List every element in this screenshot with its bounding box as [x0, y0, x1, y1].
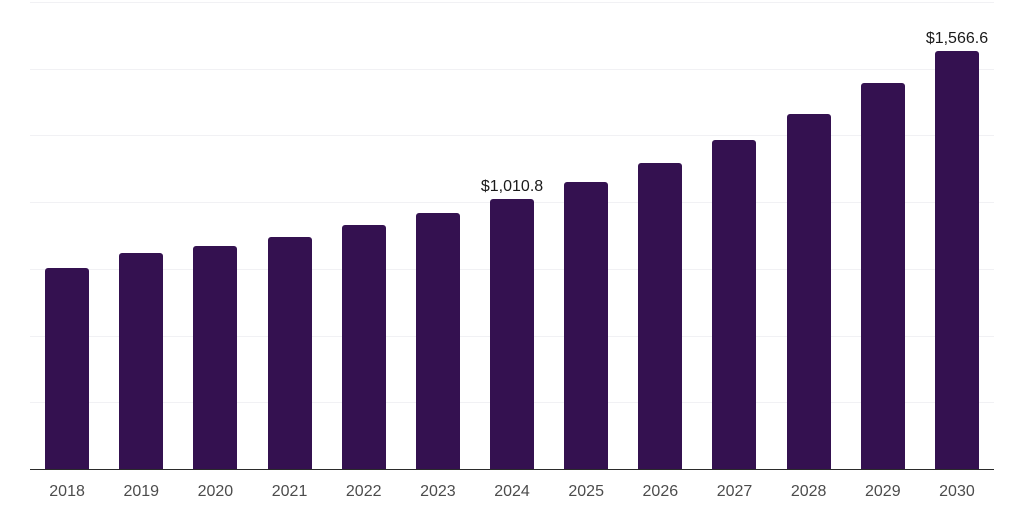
- x-tick-label-2018: 2018: [49, 483, 85, 500]
- bar-2026: [638, 162, 683, 469]
- bar-slot-2026: [623, 0, 697, 469]
- bar-slot-2018: [30, 0, 104, 469]
- bar-value-label-2030: $1,566.6: [925, 29, 989, 47]
- x-tick-label-2022: 2022: [345, 483, 382, 500]
- bar-2019: [119, 252, 164, 469]
- bar-2030: $1,566.6: [926, 30, 988, 469]
- x-tick-label-2023: 2023: [420, 483, 456, 500]
- gridline: [30, 1, 994, 3]
- x-tick-label-2028: 2028: [790, 483, 827, 500]
- bar-slot-2022: [327, 0, 401, 469]
- gridline: [30, 68, 994, 70]
- bar-slot-2028: [772, 0, 846, 469]
- bar-slot-2025: [549, 0, 623, 469]
- x-tick-label-2019: 2019: [123, 483, 160, 500]
- bar-2029: [860, 83, 905, 469]
- bar-slot-2023: [401, 0, 475, 469]
- x-axis-tick-labels: 2018 2019 2020 2021 2022 2023 2024 2025 2026 2027…: [30, 470, 994, 500]
- bar-slot-2029: [846, 0, 920, 469]
- bar-2024: $1,010.8: [481, 179, 543, 469]
- bar-slot-2027: [697, 0, 771, 469]
- bar-slot-2030: $1,566.6: [920, 0, 994, 469]
- bar-2025: [564, 182, 609, 469]
- x-tick-label-2020: 2020: [197, 483, 234, 500]
- bar-series: $1,010.8 $1,566.6: [30, 0, 994, 469]
- gridline: [30, 135, 994, 137]
- bar-slot-2021: [252, 0, 326, 469]
- x-tick-label-2030: 2030: [939, 483, 975, 500]
- bar-2027: [712, 140, 757, 469]
- bar-2023: [415, 213, 460, 469]
- x-tick-label-2021: 2021: [271, 483, 308, 500]
- bar-2018: [45, 268, 90, 469]
- x-tick-label-2027: 2027: [716, 483, 753, 500]
- x-tick-label-2026: 2026: [642, 483, 679, 500]
- x-tick-label-2025: 2025: [568, 483, 604, 500]
- bar-2022: [341, 224, 386, 469]
- plot-area: $1,010.8 $1,566.6: [30, 0, 994, 470]
- bar-2021: [267, 236, 312, 469]
- bar-slot-2019: [104, 0, 178, 469]
- bar-slot-2020: [178, 0, 252, 469]
- bar-value-label-2024: $1,010.8: [480, 178, 544, 196]
- bar-2028: [786, 114, 831, 469]
- x-tick-label-2029: 2029: [865, 483, 901, 500]
- bar-slot-2024: $1,010.8: [475, 0, 549, 469]
- bar-2020: [193, 245, 238, 469]
- x-tick-label-2024: 2024: [494, 483, 530, 500]
